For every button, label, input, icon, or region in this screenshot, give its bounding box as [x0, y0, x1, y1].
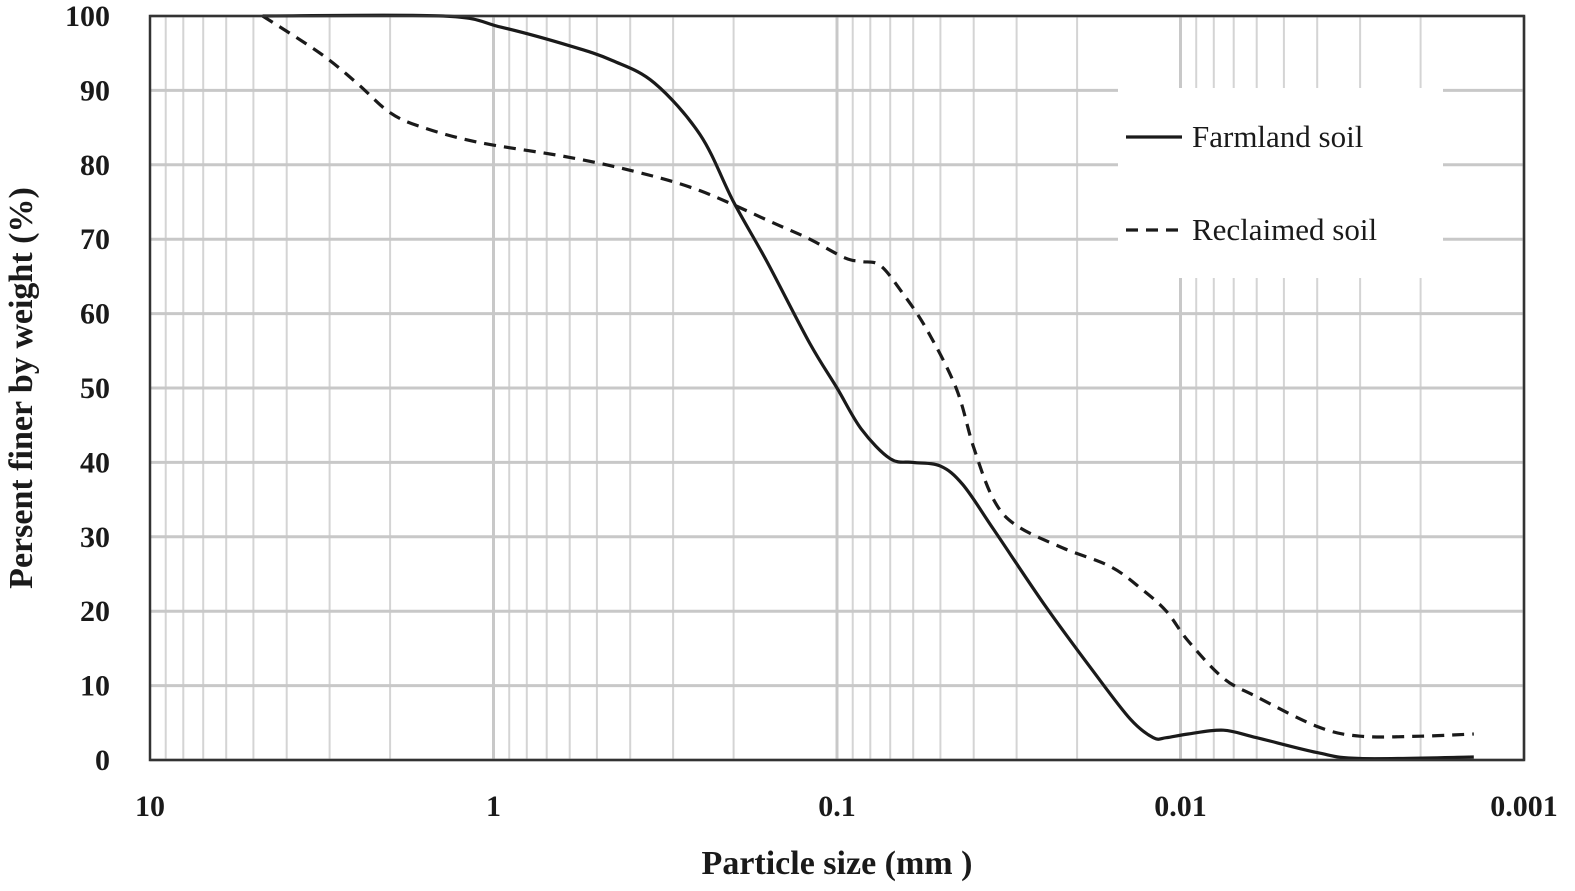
legend-label-reclaimed-soil: Reclaimed soil [1192, 212, 1377, 247]
y-tick-label: 100 [65, 0, 110, 33]
x-tick-label: 1 [486, 790, 501, 823]
tick-labels: 0 10 20 30 40 50 60 70 80 90 100 10 1 0.1 0.01 0.001 [65, 0, 1558, 823]
y-tick-label: 10 [80, 670, 110, 703]
y-tick-label: 90 [80, 74, 110, 107]
legend-box [1118, 88, 1443, 278]
series-line-farmland-soil [262, 13, 1474, 761]
x-tick-label: 0.01 [1154, 790, 1207, 823]
plot-frame [148, 14, 1526, 762]
y-tick-label: 0 [95, 744, 110, 777]
y-tick-label: 30 [80, 521, 110, 554]
x-tick-label: 0.1 [818, 790, 856, 823]
y-tick-label: 20 [80, 595, 110, 628]
y-tick-label: 40 [80, 446, 110, 479]
legend: Farmland soil Reclaimed soil [1126, 119, 1377, 247]
series-layer [261, 13, 1474, 761]
y-tick-label: 50 [80, 372, 110, 405]
legend-label-farmland-soil: Farmland soil [1192, 119, 1363, 154]
y-tick-label: 60 [80, 298, 110, 331]
y-tick-label: 80 [80, 149, 110, 182]
series-line-reclaimed-soil [261, 14, 1474, 739]
x-tick-label: 10 [135, 790, 165, 823]
y-tick-label: 70 [80, 223, 110, 256]
x-axis-title: Particle size (mm ) [702, 845, 973, 882]
y-axis-title: Persent finer by weight (%) [3, 187, 40, 589]
x-tick-label: 0.001 [1490, 790, 1558, 823]
